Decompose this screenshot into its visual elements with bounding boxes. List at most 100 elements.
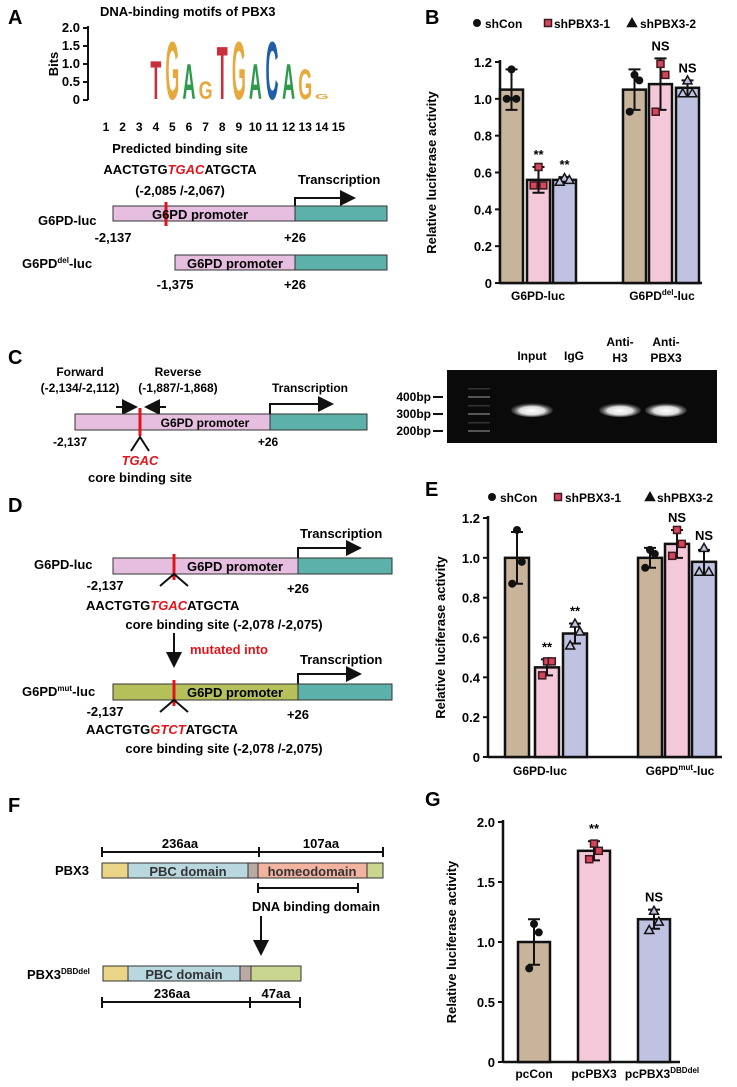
- data-point: [703, 565, 715, 577]
- linker-region: [239, 965, 252, 982]
- luciferase-region: [294, 254, 388, 271]
- ladder-band: [468, 422, 490, 424]
- data-point: [641, 563, 650, 572]
- data-point: [529, 181, 538, 190]
- category-superscript: DBDdel: [670, 1066, 699, 1075]
- data-point: [574, 625, 586, 636]
- category-text: G6PD-luc: [513, 764, 567, 778]
- core-site-label: core binding site: [88, 470, 192, 485]
- length-label: 107aa: [303, 836, 340, 851]
- chart-b: 0 0.2 0.4 0.6 0.8 1.0 1.2 Relative luciferase a…: [424, 16, 702, 303]
- start-coordinate: -2,137: [87, 704, 124, 719]
- logo-letter-G: G: [232, 24, 246, 117]
- bar: [621, 88, 648, 285]
- end-coordinate: +26: [287, 581, 309, 596]
- logo-position-label: 10: [249, 120, 263, 134]
- data-point: [530, 920, 538, 928]
- bar: [690, 560, 718, 759]
- y-tick-label: 0.6: [462, 631, 480, 646]
- lane-label: IgG: [564, 349, 584, 363]
- bar: [636, 917, 672, 1064]
- y-tick-label: 0: [485, 276, 492, 291]
- construct-name: G6PD-luc: [38, 213, 97, 228]
- predicted-site-title: Predicted binding site: [112, 141, 248, 156]
- data-point: [686, 87, 699, 98]
- data-point: [635, 76, 644, 85]
- data-point: [517, 557, 526, 566]
- panel-label: F: [8, 795, 20, 817]
- data-point: [508, 579, 517, 588]
- significance-label: **: [533, 147, 544, 162]
- data-point: [625, 107, 634, 116]
- data-point: [563, 173, 576, 185]
- y-axis-label: Relative luciferase activity: [444, 860, 459, 1023]
- lane-label: Input: [517, 349, 546, 363]
- y-tick-label: 1.2: [462, 511, 480, 526]
- predicted-sequence: AACTGTGTGACATGCTA: [103, 162, 257, 177]
- promoter-label: G6PD promoter: [152, 207, 248, 222]
- legend-marker-triangle: [626, 16, 638, 28]
- panel-label: D: [8, 495, 22, 517]
- length-label: 236aa: [154, 986, 191, 1001]
- logo-position-label: 15: [332, 120, 346, 134]
- start-coordinate: -1,375: [157, 277, 194, 292]
- logo-letter-G: G: [298, 60, 312, 108]
- data-point: [643, 923, 655, 935]
- chart-e: 0 0.2 0.4 0.6 0.8 1.0 1.2 Relative luciferase a…: [433, 490, 722, 778]
- x-category-label: pcCon: [515, 1067, 552, 1081]
- legend-label: shPBX3-1: [554, 17, 610, 31]
- transcription-arrow-icon: [269, 396, 334, 414]
- data-point: [698, 541, 710, 553]
- legend-marker-square: [543, 18, 553, 28]
- logo-letter-T: T: [150, 49, 161, 111]
- category-suffix: -luc: [673, 289, 695, 303]
- x-category-label: G6PD-luc: [511, 289, 565, 303]
- data-point: [667, 551, 677, 561]
- logo-position-label: 9: [235, 120, 242, 134]
- legend-label: shCon: [485, 17, 522, 31]
- core-sequence: TGAC: [122, 453, 159, 468]
- data-point: [651, 107, 660, 116]
- data-point: [672, 525, 682, 535]
- logo-position-label: 8: [219, 120, 226, 134]
- transcription-arrow-icon: [294, 190, 356, 206]
- logo-letter-T: T: [217, 32, 228, 116]
- forward-primer-label: Forward: [56, 365, 103, 379]
- data-point: [553, 175, 566, 186]
- logo-letter-G: G: [315, 92, 329, 100]
- panel-c: C Forward (-2,134/-2,112) Reverse (-1,88…: [8, 335, 717, 485]
- luciferase-region: [297, 683, 393, 701]
- panel-d: D Transcription G6PD-luc G6PD promoter -…: [8, 495, 393, 756]
- significance-label: **: [542, 639, 553, 654]
- data-point: [502, 94, 511, 103]
- significance-label: NS: [678, 60, 696, 75]
- data-point: [656, 59, 665, 69]
- ladder-band: [468, 413, 490, 415]
- protein-name: PBX3DBDdel: [27, 967, 90, 982]
- significance-label: NS: [695, 528, 713, 543]
- category-text: G6PD-luc: [511, 289, 565, 303]
- end-coordinate: +26: [284, 277, 306, 292]
- logo-y-tick-label: 0.5: [62, 74, 80, 89]
- bar: [503, 556, 531, 759]
- chip-gel-image: Input IgG Anti- H3 Anti- PBX3 400bp 300bp 200bp: [396, 335, 717, 443]
- end-coordinate: +26: [284, 230, 306, 245]
- logo-y-tick-label: 1.5: [62, 38, 80, 53]
- dbd-label: DNA binding domain: [252, 899, 380, 914]
- data-point: [693, 565, 705, 577]
- y-axis-label: Relative luciferase activity: [424, 90, 439, 253]
- legend-label: shPBX3-1: [565, 491, 621, 505]
- logo-position-label: 14: [315, 120, 329, 134]
- luciferase-region: [294, 205, 388, 222]
- data-point: [650, 549, 659, 558]
- y-tick-label: 0.8: [474, 129, 492, 144]
- panel-label: A: [8, 7, 22, 29]
- construct-name: G6PD-luc: [34, 557, 93, 572]
- logo-position-label: 12: [282, 120, 296, 134]
- ladder-band: [468, 396, 490, 398]
- transcription-arrow-icon: [297, 540, 362, 558]
- logo-y-tick-label: 2.0: [62, 20, 80, 35]
- panel-label: G: [425, 789, 441, 811]
- dna-band: [511, 403, 553, 417]
